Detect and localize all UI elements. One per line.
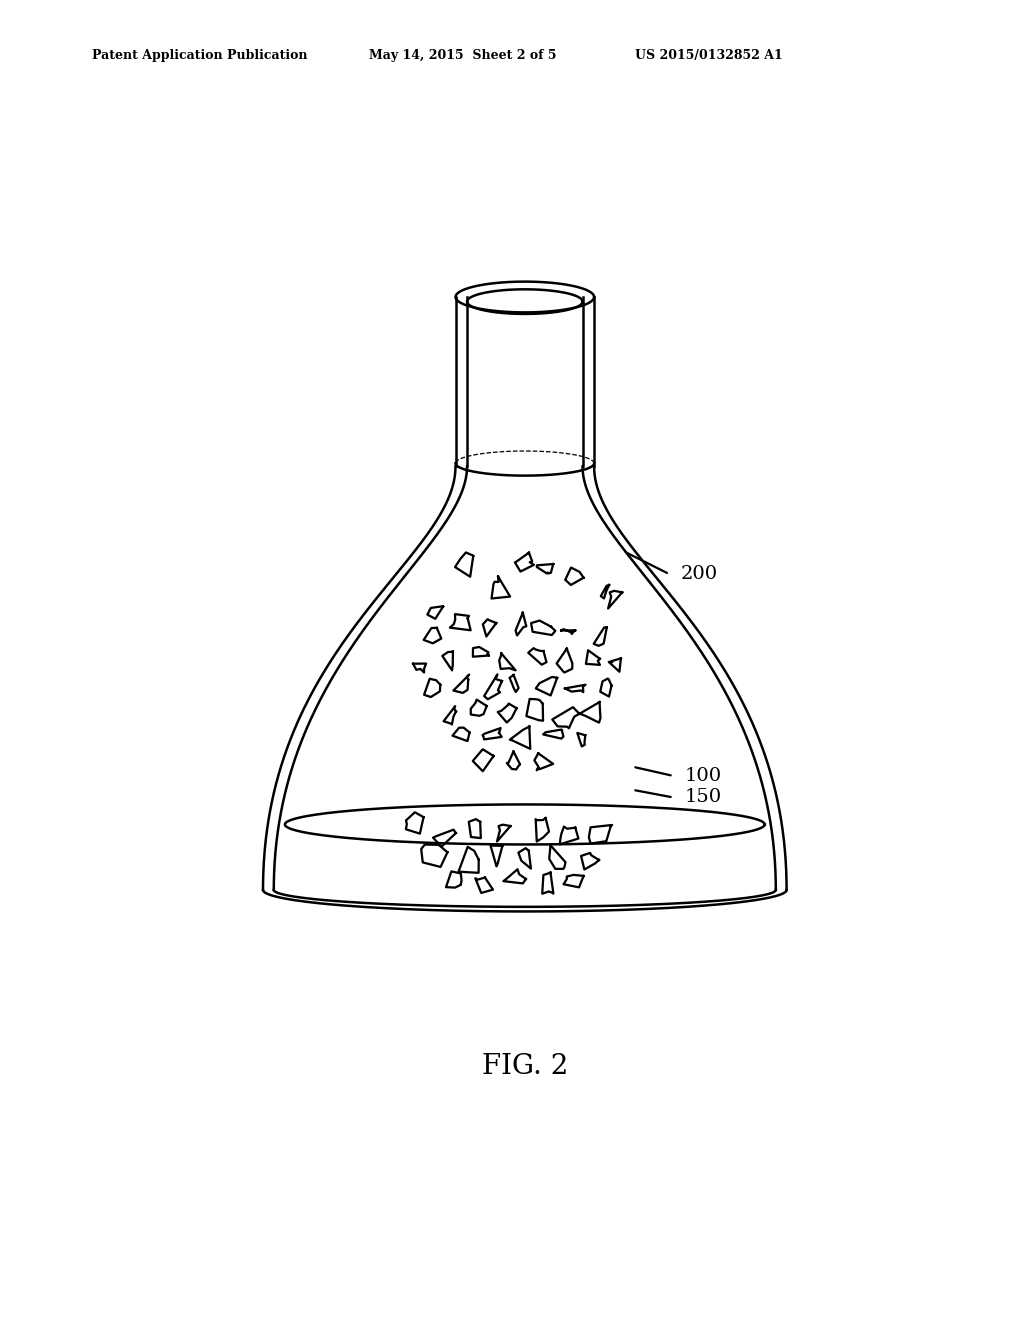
Text: 200: 200 [681,565,718,583]
Text: FIG. 2: FIG. 2 [481,1053,568,1081]
Text: US 2015/0132852 A1: US 2015/0132852 A1 [635,49,782,62]
Text: 150: 150 [685,788,722,807]
Text: May 14, 2015  Sheet 2 of 5: May 14, 2015 Sheet 2 of 5 [369,49,556,62]
Text: Patent Application Publication: Patent Application Publication [92,49,307,62]
Text: 100: 100 [685,767,722,785]
